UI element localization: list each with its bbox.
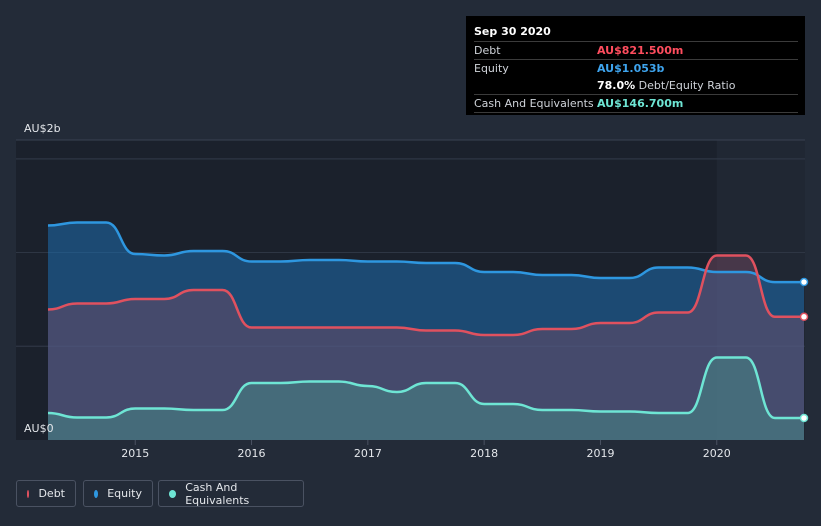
cash-legend-dot-icon xyxy=(169,489,177,498)
cash-endpoint[interactable] xyxy=(799,413,809,423)
tooltip-ratio-value: 78.0% xyxy=(597,79,636,92)
tooltip-cash-label: Cash And Equivalents xyxy=(474,97,594,110)
equity-legend-dot-icon xyxy=(94,489,99,498)
y-tick-label-bottom: AU$0 xyxy=(24,422,54,435)
legend-equity-label: Equity xyxy=(107,487,142,500)
debt-line xyxy=(47,254,804,337)
tooltip-cash-value: AU$146.700m xyxy=(597,97,684,110)
debt-legend-dot-icon xyxy=(27,489,30,498)
tooltip-equity-label: Equity xyxy=(474,62,509,75)
legend-item-cash[interactable]: Cash And Equivalents xyxy=(158,480,304,507)
tooltip-row-ratio: 78.0% Debt/Equity Ratio xyxy=(474,77,798,94)
x-tick-label: 2017 xyxy=(354,447,382,460)
tooltip-date: Sep 30 2020 xyxy=(474,25,551,38)
cash-area xyxy=(48,357,804,440)
cash-line xyxy=(47,356,804,420)
debt-endpoint[interactable] xyxy=(799,312,809,322)
equity-line xyxy=(47,221,804,284)
equity-endpoint[interactable] xyxy=(799,277,809,287)
x-tick-label: 2015 xyxy=(121,447,149,460)
tooltip-panel: Sep 30 2020 Debt AU$821.500m Equity AU$1… xyxy=(466,16,805,115)
y-tick-label-top: AU$2b xyxy=(24,122,61,135)
tooltip-row-equity: Equity AU$1.053b xyxy=(474,59,798,77)
legend-cash-label: Cash And Equivalents xyxy=(185,480,250,507)
legend-item-equity[interactable]: Equity xyxy=(83,480,153,507)
tooltip-debt-value: AU$821.500m xyxy=(597,44,684,57)
x-axis-ticks: 2015 2016 2017 2018 2019 2020 xyxy=(121,440,731,460)
tooltip-row-cash: Cash And Equivalents AU$146.700m xyxy=(474,94,798,113)
x-tick-label: 2016 xyxy=(238,447,266,460)
tooltip-equity-value: AU$1.053b xyxy=(597,62,665,75)
tooltip-ratio-label: Debt/Equity Ratio xyxy=(638,79,736,92)
legend-item-debt[interactable]: Debt xyxy=(16,480,76,507)
x-tick-label: 2018 xyxy=(470,447,498,460)
debt-area xyxy=(48,255,804,440)
series-endpoints xyxy=(799,277,809,423)
legend-debt-label: Debt xyxy=(38,487,65,500)
x-tick-label: 2019 xyxy=(586,447,614,460)
series-lines xyxy=(47,221,804,420)
tooltip-debt-label: Debt xyxy=(474,44,501,57)
x-tick-label: 2020 xyxy=(703,447,731,460)
tooltip-row-debt: Debt AU$821.500m xyxy=(474,41,798,59)
